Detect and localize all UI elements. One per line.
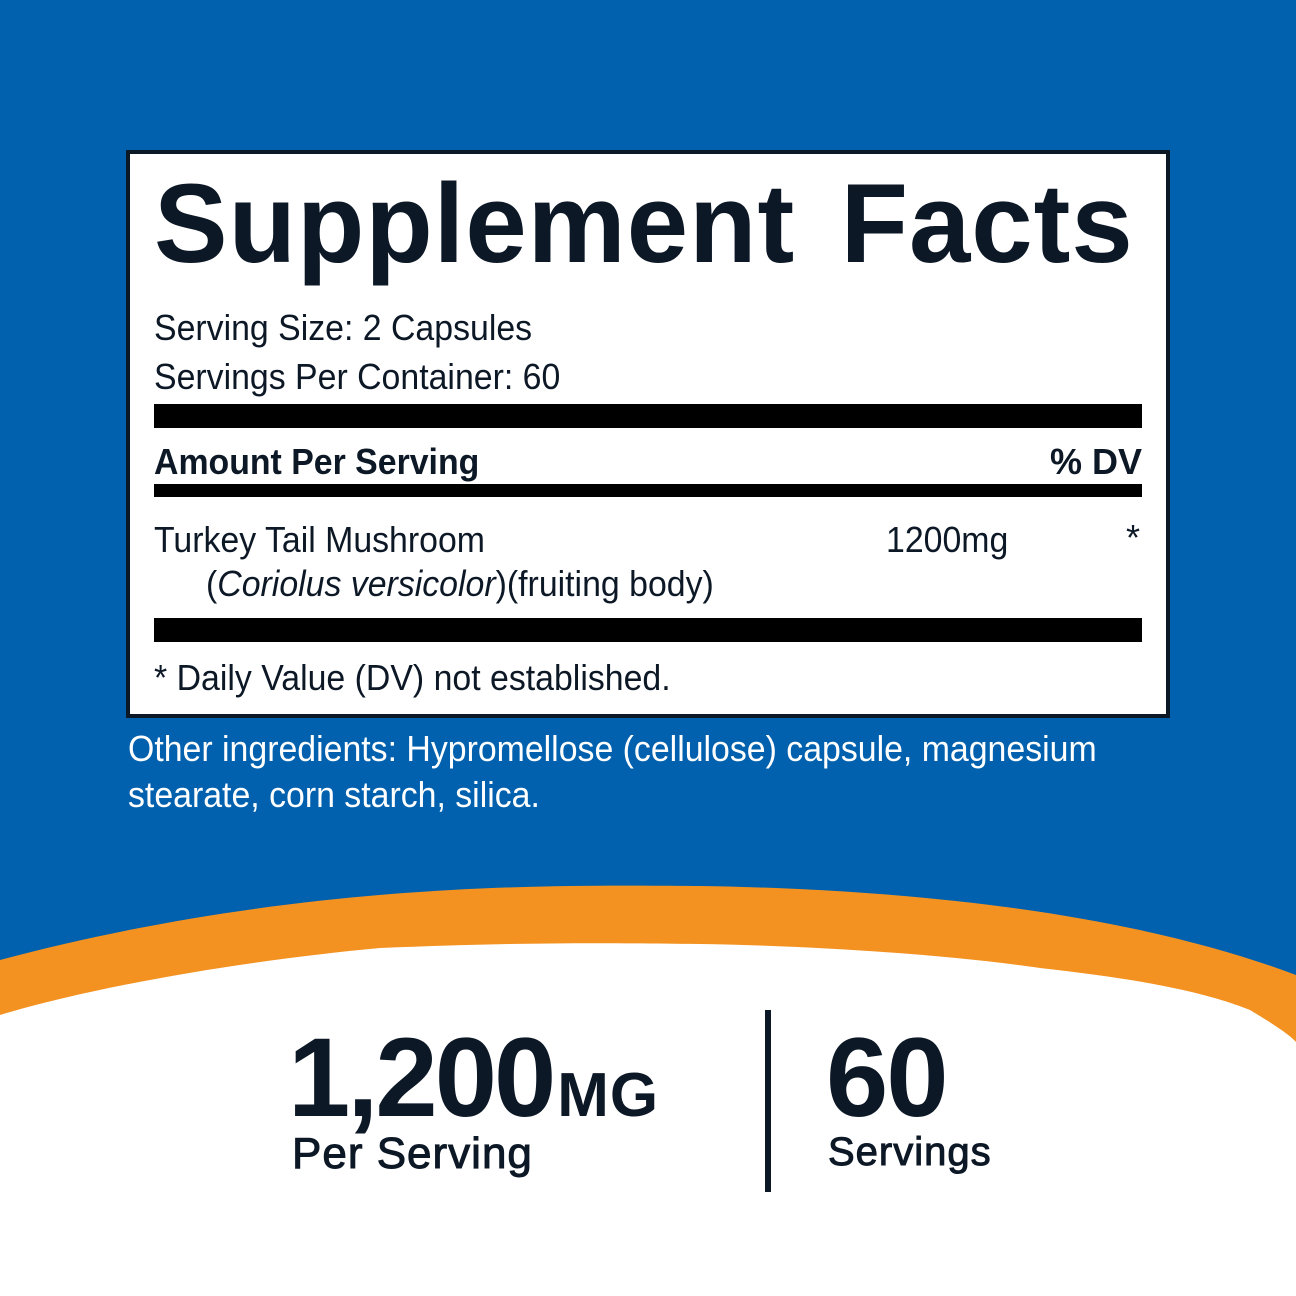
dose-number: 1,200: [288, 1015, 556, 1140]
white-swoosh: [0, 943, 1296, 1296]
ingredient-name: Turkey Tail Mushroom: [154, 519, 485, 560]
facts-title: Supplement Facts: [154, 161, 1134, 286]
part-used: )(fruiting body): [495, 563, 714, 604]
dv-header: % DV: [1049, 441, 1142, 482]
ingredient-amount: 1200mg: [886, 519, 1009, 560]
paren-open: (: [206, 563, 218, 604]
thick-divider: [154, 404, 1142, 428]
other-ingredients: Other ingredients: Hypromellose (cellulo…: [128, 728, 1097, 815]
ingredient-dv: *: [1125, 517, 1140, 558]
serving-size: Serving Size: 2 Capsules: [154, 307, 533, 348]
servings-per-container: Servings Per Container: 60: [154, 356, 561, 397]
supplement-facts-panel: Supplement Facts Serving Size: 2 Capsule…: [126, 150, 1170, 718]
medium-divider: [154, 484, 1142, 497]
dose-unit: MG: [557, 1061, 660, 1130]
thick-divider-bottom: [154, 618, 1142, 642]
ingredient-latin-name: (Coriolus versicolor)(fruiting body): [206, 566, 714, 602]
amount-per-serving-header: Amount Per Serving: [154, 441, 480, 482]
servings-label: Servings: [828, 1130, 992, 1174]
latin-name: Coriolus versicolor: [217, 563, 496, 604]
dose-value: 1,200MG: [288, 1022, 659, 1134]
servings-value: 60: [826, 1015, 949, 1140]
dose-label: Per Serving: [292, 1129, 533, 1178]
vertical-divider: [765, 1010, 771, 1192]
footnote: * Daily Value (DV) not established.: [154, 657, 671, 698]
